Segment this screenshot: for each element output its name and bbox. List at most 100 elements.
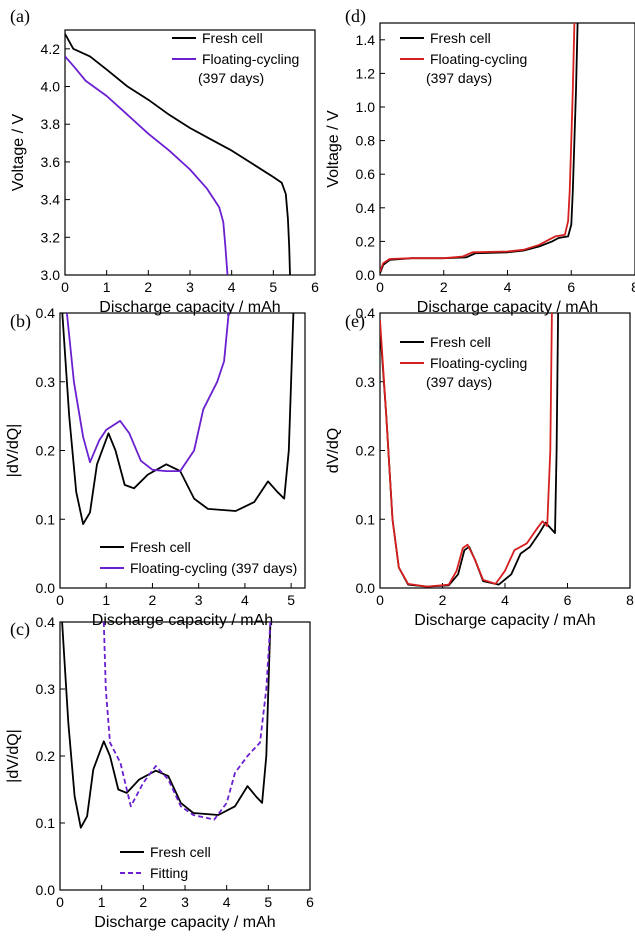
x-tick-label: 5 (264, 894, 272, 910)
x-tick-label: 8 (626, 592, 634, 608)
panel-d: 0 2 4 6 8 0.0 0.2 0.4 0.6 0.8 1.0 1.2 1.4 Discharge c… (325, 6, 635, 316)
x-tick-label: 2 (139, 894, 147, 910)
y-tick-label: 0.0 (356, 580, 376, 596)
x-tick-label: 0 (376, 279, 384, 295)
x-tick-label: 6 (564, 592, 572, 608)
x-tick-label: 0 (56, 894, 64, 910)
x-tick-label: 4 (223, 894, 231, 910)
x-tick-label: 2 (439, 592, 447, 608)
legend-entry: Floating-cycling (397 days) (198, 51, 299, 86)
series-line-fresh-cell (61, 622, 272, 829)
y-tick-label: 3.8 (41, 116, 61, 132)
y-tick-label: 0.4 (36, 305, 56, 321)
y-tick-label: 3.2 (41, 229, 61, 245)
panel-label: (e) (345, 311, 365, 332)
y-axis-label: Voltage / V (10, 113, 27, 191)
y-axis-label: |dV/dQ| (5, 729, 22, 783)
legend: Fresh cell Floating-cycling (397 days) (100, 539, 297, 576)
panel-label: (c) (10, 619, 30, 640)
y-tick-label: 4.2 (41, 41, 61, 57)
y-tick-label: 0.0 (36, 580, 56, 596)
x-tick-label: 6 (306, 894, 314, 910)
series-line-fresh-cell (65, 33, 291, 275)
y-tick-label: 0.2 (356, 233, 376, 249)
legend: Fresh cell Fitting (120, 844, 211, 881)
panel-label: (a) (10, 6, 30, 27)
panel-c: 0 1 2 3 4 5 6 0.0 0.1 0.2 0.3 0.4 Discharge capacity… (5, 614, 314, 931)
x-tick-label: 8 (631, 279, 635, 295)
y-tick-label: 0.3 (356, 374, 376, 390)
y-tick-label: 0.3 (36, 681, 56, 697)
x-tick-label: 4 (228, 279, 236, 295)
legend-entry: Fresh cell (430, 334, 491, 350)
panel-label: (d) (345, 6, 366, 27)
x-axis-label: Discharge capacity / mAh (414, 612, 595, 629)
panel-e: 0 2 4 6 8 0.0 0.1 0.2 0.3 0.4 Discharge capacity /… (325, 305, 634, 629)
legend-entry: Fresh cell (202, 30, 263, 46)
x-tick-label: 3 (181, 894, 189, 910)
y-axis-label: Voltage / V (325, 110, 342, 188)
y-tick-label: 0.4 (356, 200, 376, 216)
y-tick-label: 0.4 (36, 614, 56, 630)
x-tick-label: 2 (149, 592, 157, 608)
x-tick-label: 5 (269, 279, 277, 295)
x-axis-label: Discharge capacity / mAh (94, 914, 275, 931)
y-tick-label: 3.6 (41, 154, 61, 170)
x-tick-label: 1 (103, 279, 111, 295)
x-tick-label: 3 (186, 279, 194, 295)
y-tick-label: 3.0 (41, 267, 61, 283)
x-tick-label: 4 (241, 592, 249, 608)
series-line-fresh-cell (61, 313, 295, 525)
x-tick-label: 6 (567, 279, 575, 295)
y-tick-label: 1.0 (356, 99, 376, 115)
series-line-fitting (102, 622, 272, 821)
x-tick-label: 0 (376, 592, 384, 608)
x-tick-label: 1 (102, 592, 110, 608)
y-tick-label: 0.8 (356, 133, 376, 149)
x-tick-label: 2 (440, 279, 448, 295)
legend-entry: Fresh cell (130, 539, 191, 555)
x-tick-label: 6 (311, 279, 319, 295)
series-line-floating-cycling (380, 313, 553, 588)
y-tick-label: 1.4 (356, 32, 376, 48)
y-tick-label: 3.4 (41, 192, 61, 208)
y-tick-label: 0.2 (356, 443, 376, 459)
y-axis-label: |dV/dQ| (5, 424, 22, 478)
y-tick-label: 0.0 (356, 267, 376, 283)
legend-entry: Floating-cycling (397 days) (130, 560, 297, 576)
x-axis-label: Discharge capacity / mAh (92, 612, 273, 629)
y-tick-label: 0.2 (36, 748, 56, 764)
x-axis-label: Discharge capacity / mAh (417, 299, 598, 316)
x-tick-label: 1 (98, 894, 106, 910)
legend: Fresh cell Floating-cycling (397 days) (400, 30, 527, 86)
y-tick-label: 0.3 (36, 374, 56, 390)
x-tick-label: 0 (61, 279, 69, 295)
y-tick-label: 0.6 (356, 166, 376, 182)
y-tick-label: 1.2 (356, 65, 376, 81)
y-axis-label: dV/dQ (325, 428, 342, 473)
x-tick-label: 4 (504, 279, 512, 295)
legend: Fresh cell Floating-cycling (397 days) (172, 30, 299, 86)
legend-entry: Floating-cycling (397 days) (426, 355, 527, 390)
legend-entry: Floating-cycling (397 days) (426, 51, 527, 86)
legend-entry: Fitting (150, 865, 188, 881)
x-tick-label: 3 (195, 592, 203, 608)
legend-entry: Fresh cell (150, 844, 211, 860)
x-tick-label: 4 (501, 592, 509, 608)
y-tick-label: 0.1 (36, 815, 56, 831)
x-axis-label: Discharge capacity / mAh (99, 299, 280, 316)
series-line-floating-cycling (65, 55, 229, 275)
y-tick-label: 0.0 (36, 882, 56, 898)
y-tick-label: 4.0 (41, 79, 61, 95)
y-tick-label: 0.4 (356, 305, 376, 321)
y-tick-label: 0.2 (36, 443, 56, 459)
panel-b: 0 1 2 3 4 5 0.0 0.1 0.2 0.3 0.4 Discharge capacity … (5, 305, 306, 629)
x-tick-label: 0 (56, 592, 64, 608)
series-line-floating-cycling-397-days- (66, 313, 230, 472)
x-tick-label: 2 (144, 279, 152, 295)
panel-a: 0 1 2 3 4 5 6 3.0 3.2 3.4 3.6 3.8 4.0 4.2 Discharge ca… (10, 6, 319, 316)
legend: Fresh cell Floating-cycling (397 days) (400, 334, 527, 390)
x-tick-label: 5 (287, 592, 295, 608)
y-tick-label: 0.1 (356, 511, 376, 527)
